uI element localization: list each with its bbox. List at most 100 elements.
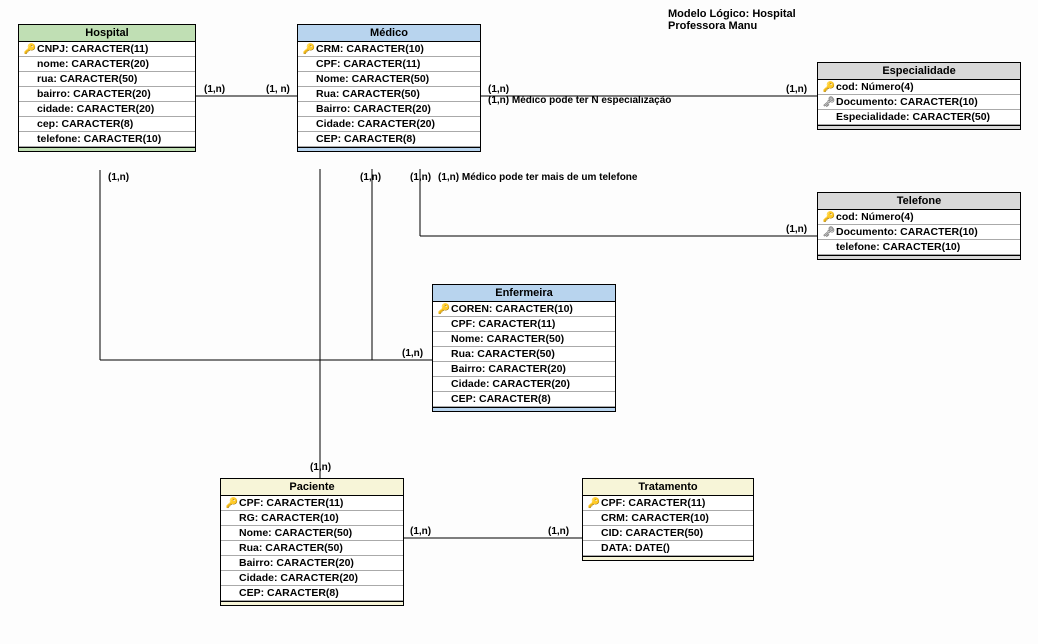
- entity-especialidade-attr: 🔑cod: Número(4): [818, 80, 1020, 95]
- entity-tratamento: Tratamento🔑CPF: CARACTER(11) CRM: CARACT…: [582, 478, 754, 561]
- entity-header-medico: Médico: [298, 25, 480, 42]
- entity-telefone-attr: 🔑cod: Número(4): [818, 210, 1020, 225]
- blank-icon: [225, 513, 239, 524]
- entity-footer-telefone: [818, 255, 1020, 259]
- blank-icon: [23, 59, 37, 70]
- entity-footer-hospital: [19, 147, 195, 151]
- entity-tratamento-attr: DATA: DATE(): [583, 541, 753, 556]
- attr-label: DATA: DATE(): [601, 542, 670, 554]
- entity-enfermeira-attr: Rua: CARACTER(50): [433, 347, 615, 362]
- cardinality-label: (1,n): [108, 172, 129, 183]
- entity-medico: Médico🔑CRM: CARACTER(10) CPF: CARACTER(1…: [297, 24, 481, 152]
- attr-label: RG: CARACTER(10): [239, 512, 339, 524]
- blank-icon: [302, 134, 316, 145]
- entity-medico-attr: Bairro: CARACTER(20): [298, 102, 480, 117]
- entity-medico-attr: Rua: CARACTER(50): [298, 87, 480, 102]
- cardinality-label: (1,n): [548, 526, 569, 537]
- entity-medico-attr: 🔑CRM: CARACTER(10): [298, 42, 480, 57]
- blank-icon: [822, 242, 836, 253]
- attr-label: telefone: CARACTER(10): [836, 241, 960, 253]
- entity-enfermeira-attr: Bairro: CARACTER(20): [433, 362, 615, 377]
- entity-telefone-attr: telefone: CARACTER(10): [818, 240, 1020, 255]
- entity-header-hospital: Hospital: [19, 25, 195, 42]
- attr-label: telefone: CARACTER(10): [37, 133, 161, 145]
- blank-icon: [225, 558, 239, 569]
- attr-label: rua: CARACTER(50): [37, 73, 137, 85]
- attr-label: Documento: CARACTER(10): [836, 96, 978, 108]
- entity-paciente-attr: Nome: CARACTER(50): [221, 526, 403, 541]
- entity-telefone: Telefone🔑cod: Número(4)🗝Documento: CARAC…: [817, 192, 1021, 260]
- entity-medico-attr: CEP: CARACTER(8): [298, 132, 480, 147]
- blank-icon: [437, 364, 451, 375]
- entity-enfermeira-attr: Nome: CARACTER(50): [433, 332, 615, 347]
- entity-header-paciente: Paciente: [221, 479, 403, 496]
- attr-label: CEP: CARACTER(8): [316, 133, 416, 145]
- blank-icon: [587, 513, 601, 524]
- attr-label: CEP: CARACTER(8): [239, 587, 339, 599]
- relationship-label: (1,n) Médico pode ter mais de um telefon…: [438, 172, 637, 183]
- blank-icon: [437, 379, 451, 390]
- blank-icon: [822, 112, 836, 123]
- attr-label: bairro: CARACTER(20): [37, 88, 151, 100]
- entity-header-telefone: Telefone: [818, 193, 1020, 210]
- cardinality-label: (1,n): [410, 172, 431, 183]
- attr-label: cod: Número(4): [836, 211, 914, 223]
- attr-label: COREN: CARACTER(10): [451, 303, 573, 315]
- entity-tratamento-attr: 🔑CPF: CARACTER(11): [583, 496, 753, 511]
- attr-label: nome: CARACTER(20): [37, 58, 149, 70]
- entity-enfermeira-attr: CPF: CARACTER(11): [433, 317, 615, 332]
- blank-icon: [587, 543, 601, 554]
- attr-label: Cidade: CARACTER(20): [316, 118, 435, 130]
- entity-telefone-attr: 🗝Documento: CARACTER(10): [818, 225, 1020, 240]
- foreign-key-icon: 🗝: [822, 97, 836, 108]
- blank-icon: [437, 334, 451, 345]
- cardinality-label: (1,n): [410, 526, 431, 537]
- attr-label: Cidade: CARACTER(20): [239, 572, 358, 584]
- entity-paciente-attr: Cidade: CARACTER(20): [221, 571, 403, 586]
- diagram-canvas: Modelo Lógico: HospitalProfessora Manu H…: [0, 0, 1038, 644]
- cardinality-label: (1,n): [786, 224, 807, 235]
- blank-icon: [225, 588, 239, 599]
- attr-label: cidade: CARACTER(20): [37, 103, 154, 115]
- entity-medico-attr: Nome: CARACTER(50): [298, 72, 480, 87]
- blank-icon: [302, 104, 316, 115]
- primary-key-icon: 🔑: [225, 498, 239, 509]
- cardinality-label: (1,n): [310, 462, 331, 473]
- attr-label: Bairro: CARACTER(20): [239, 557, 354, 569]
- blank-icon: [225, 573, 239, 584]
- blank-icon: [302, 119, 316, 130]
- entity-tratamento-attr: CRM: CARACTER(10): [583, 511, 753, 526]
- entity-footer-especialidade: [818, 125, 1020, 129]
- entity-enfermeira-attr: Cidade: CARACTER(20): [433, 377, 615, 392]
- entity-footer-enfermeira: [433, 407, 615, 411]
- attr-label: Rua: CARACTER(50): [451, 348, 555, 360]
- attr-label: CNPJ: CARACTER(11): [37, 43, 148, 55]
- blank-icon: [23, 134, 37, 145]
- entity-hospital-attr: 🔑CNPJ: CARACTER(11): [19, 42, 195, 57]
- entity-hospital-attr: nome: CARACTER(20): [19, 57, 195, 72]
- entity-header-tratamento: Tratamento: [583, 479, 753, 496]
- primary-key-icon: 🔑: [302, 44, 316, 55]
- entity-medico-attr: Cidade: CARACTER(20): [298, 117, 480, 132]
- attr-label: CID: CARACTER(50): [601, 527, 703, 539]
- title-line1: Modelo Lógico: Hospital: [668, 8, 796, 20]
- attr-label: CPF: CARACTER(11): [601, 497, 705, 509]
- entity-paciente-attr: Rua: CARACTER(50): [221, 541, 403, 556]
- attr-label: Cidade: CARACTER(20): [451, 378, 570, 390]
- attr-label: Especialidade: CARACTER(50): [836, 111, 990, 123]
- entity-paciente-attr: Bairro: CARACTER(20): [221, 556, 403, 571]
- entity-header-enfermeira: Enfermeira: [433, 285, 615, 302]
- foreign-key-icon: 🗝: [822, 227, 836, 238]
- primary-key-icon: 🔑: [23, 44, 37, 55]
- entity-hospital: Hospital🔑CNPJ: CARACTER(11) nome: CARACT…: [18, 24, 196, 152]
- attr-label: CRM: CARACTER(10): [601, 512, 709, 524]
- cardinality-label: (1,n): [360, 172, 381, 183]
- entity-paciente-attr: CEP: CARACTER(8): [221, 586, 403, 601]
- attr-label: CPF: CARACTER(11): [451, 318, 555, 330]
- entity-especialidade-attr: Especialidade: CARACTER(50): [818, 110, 1020, 125]
- entity-enfermeira-attr: 🔑COREN: CARACTER(10): [433, 302, 615, 317]
- blank-icon: [225, 543, 239, 554]
- entity-hospital-attr: cep: CARACTER(8): [19, 117, 195, 132]
- cardinality-label: (1,n): [402, 348, 423, 359]
- blank-icon: [437, 349, 451, 360]
